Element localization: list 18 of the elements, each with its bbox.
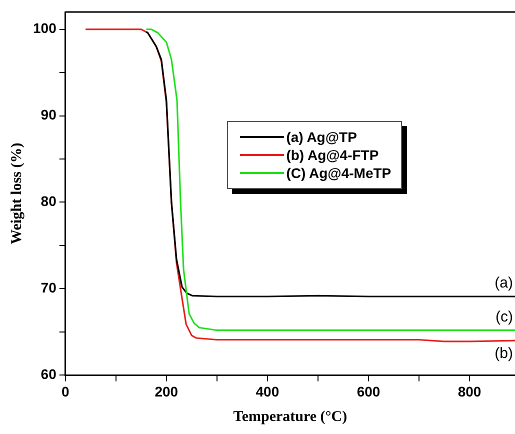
y-tick-label: 60 (40, 366, 57, 382)
x-tick-label: 800 (458, 383, 482, 400)
y-tick-label: 70 (40, 280, 57, 296)
y-tick-label: 80 (40, 193, 57, 210)
annotation: (a) (494, 274, 513, 292)
annotation: (c) (496, 308, 513, 326)
y-axis-title: Weight loss (%) (8, 142, 25, 244)
annotation: (b) (494, 344, 513, 362)
legend-label: (C) Ag@4-MeTP (286, 164, 392, 181)
legend-label: (a) Ag@TP (286, 128, 357, 145)
x-tick-label: 400 (256, 383, 280, 400)
y-tick-label: 90 (40, 106, 57, 123)
x-axis-title: Temperature (°C) (233, 408, 348, 425)
x-tick-label: 0 (61, 383, 70, 400)
x-tick-label: 600 (356, 383, 380, 400)
x-tick-label: 200 (154, 383, 178, 400)
legend-label: (b) Ag@4-FTP (286, 146, 379, 163)
y-tick-label: 100 (33, 20, 57, 36)
